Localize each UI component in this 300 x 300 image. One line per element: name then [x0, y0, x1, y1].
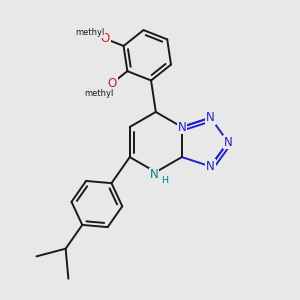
Text: N: N: [150, 168, 158, 182]
Text: N: N: [206, 160, 215, 173]
Text: N: N: [178, 121, 186, 134]
Text: N: N: [206, 111, 215, 124]
Text: O: O: [107, 77, 117, 90]
Text: methyl: methyl: [75, 28, 104, 37]
Text: O: O: [101, 32, 110, 45]
Text: N: N: [224, 136, 233, 148]
Text: methyl: methyl: [84, 89, 113, 98]
Text: H: H: [161, 176, 168, 185]
